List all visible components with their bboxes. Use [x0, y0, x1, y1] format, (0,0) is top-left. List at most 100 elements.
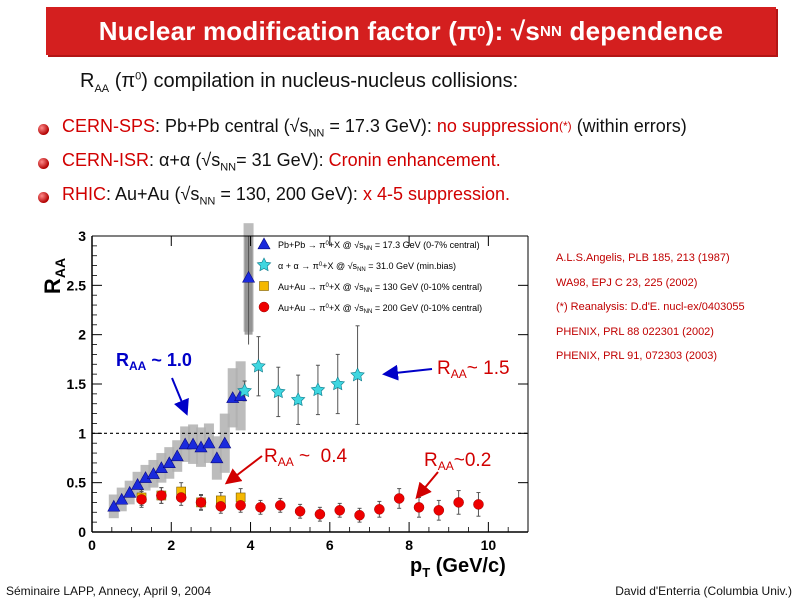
legend-label-0: Pb+Pb → π0+X @ √sNN = 17.3 GeV (0-7% cen…	[278, 240, 480, 252]
subtitle-d: 0	[135, 70, 142, 83]
isr-marker	[237, 383, 252, 398]
bullet-isr-text-e: Cronin enhancement.	[328, 150, 501, 170]
data-markers	[107, 270, 484, 521]
sps-marker	[107, 499, 121, 512]
bullet-rhic-text-e: x 4-5 suppression.	[362, 184, 511, 204]
sps-marker	[170, 449, 184, 462]
subtitle-c: (π	[109, 70, 136, 92]
au200-marker	[314, 508, 326, 520]
legend-marker-sps	[257, 237, 271, 250]
au200-marker	[275, 500, 286, 511]
legend-marker-au200	[258, 301, 270, 313]
au200-marker	[195, 497, 207, 508]
legend-label-3: Au+Au → π0+X @ √sNN = 200 GeV (0-10% cen…	[278, 303, 482, 315]
au200-marker	[374, 504, 385, 515]
isr-marker	[251, 358, 266, 373]
arrow-raa-0-4	[224, 455, 263, 485]
annotation-raa-0-4: RAA ~ 0.4	[264, 446, 348, 469]
legend-marker-au130	[259, 281, 269, 291]
sps-marker	[123, 485, 137, 498]
reference-item: PHENIX, PRL 88 022301 (2002)	[556, 325, 714, 338]
annotation-arrows	[171, 364, 439, 500]
subtitle-a: R	[80, 70, 95, 92]
y-tick-label: 2	[78, 327, 86, 343]
x-tick-label: 10	[481, 537, 497, 553]
y-axis-label: RAA	[40, 258, 68, 294]
title-part-d: NN	[540, 22, 563, 40]
x-tick-label: 0	[88, 537, 96, 553]
sps-marker	[210, 451, 224, 464]
bullet-rhic-text-c: NN	[199, 195, 216, 208]
au200-marker	[255, 502, 266, 513]
bullet-dot-icon	[38, 158, 49, 169]
bullet-sps-text-b: : Pb+Pb central (√s	[155, 116, 309, 136]
arrow-raa-1-0	[171, 377, 189, 416]
bullet-sps-text-d: = 17.3 GeV):	[324, 116, 437, 136]
legend-marker-isr	[256, 257, 272, 272]
subtitle-b: AA	[94, 83, 110, 95]
annotation-raa-1-0: RAA ~ 1.0	[116, 350, 192, 373]
bullet-sps-text-c: NN	[308, 127, 325, 140]
au200-marker	[156, 490, 167, 501]
bullet-dot-icon	[38, 192, 49, 203]
legend-label-1: α + α → π0+X @ √sNN = 31.0 GeV (min.bias…	[278, 261, 456, 273]
x-tick-label: 8	[405, 537, 413, 553]
subtitle: RAA (π0) compilation in nucleus-nucleus …	[80, 70, 518, 95]
au200-marker	[235, 500, 246, 511]
bullet-rhic-label: RHIC	[62, 184, 106, 204]
y-tick-label: 1.5	[67, 376, 87, 392]
au200-marker	[393, 493, 405, 504]
sps-marker	[178, 437, 192, 450]
bullet-sps: CERN-SPS: Pb+Pb central (√sNN = 17.3 GeV…	[38, 116, 687, 150]
isr-marker	[350, 367, 365, 382]
sps-marker	[218, 436, 232, 449]
y-tick-label: 2.5	[67, 277, 87, 293]
au200-marker	[334, 505, 345, 516]
bullet-isr-text-c: NN	[220, 161, 237, 174]
y-tick-label: 0	[78, 524, 86, 540]
au200-marker	[136, 494, 147, 505]
au200-marker	[175, 492, 187, 503]
bullet-sps-label: CERN-SPS	[62, 116, 156, 136]
bullet-isr-label: CERN-ISR	[62, 150, 150, 170]
isr-marker	[330, 376, 346, 391]
bullet-list: CERN-SPS: Pb+Pb central (√sNN = 17.3 GeV…	[38, 116, 687, 218]
sps-marker	[146, 467, 160, 479]
title-part-e: dependence	[562, 15, 724, 46]
sps-marker	[202, 436, 216, 449]
bullet-rhic-text-b: : Au+Au (√s	[106, 184, 200, 204]
au200-marker	[473, 499, 484, 510]
au200-marker	[294, 506, 306, 517]
y-tick-label: 0.5	[67, 475, 87, 491]
reference-item: A.L.S.Angelis, PLB 185, 213 (1987)	[556, 252, 730, 264]
au200-marker	[433, 505, 445, 516]
isr-marker	[290, 392, 306, 406]
footer-right: David d'Enterria (Columbia Univ.)	[615, 584, 792, 598]
reference-item: PHENIX, PRL 91, 072303 (2003)	[556, 350, 718, 362]
bullet-isr-text-b: : α+α (√s	[149, 150, 221, 170]
sps-marker	[162, 456, 176, 469]
legend-label-2: Au+Au → π0+X @ √sNN = 130 GeV (0-10% cen…	[278, 282, 482, 294]
footer-left: Séminaire LAPP, Annecy, April 9, 2004	[6, 584, 212, 598]
annotation-raa-1-5: RAA~ 1.5	[437, 358, 510, 381]
bullet-sps-text-f: (*)	[559, 119, 572, 133]
x-tick-label: 2	[167, 537, 175, 553]
y-tick-label: 3	[78, 228, 86, 244]
x-tick-label: 4	[247, 537, 255, 553]
isr-marker	[270, 384, 286, 399]
bullet-rhic: RHIC: Au+Au (√sNN = 130, 200 GeV): x 4-5…	[38, 184, 687, 218]
references: A.L.S.Angelis, PLB 185, 213 (1987) WA98,…	[556, 252, 745, 375]
au200-marker	[413, 502, 425, 513]
bullet-isr: CERN-ISR: α+α (√sNN= 31 GeV): Cronin enh…	[38, 150, 687, 184]
sps-marker	[242, 270, 256, 283]
annotation-raa-0-2: RAA~0.2	[424, 450, 491, 473]
bullet-dot-icon	[38, 124, 49, 135]
title-part-b: 0	[477, 22, 486, 40]
sps-marker	[115, 492, 129, 505]
title-part-c: ): √s	[485, 15, 540, 46]
subtitle-e: ) compilation in nucleus-nucleus collisi…	[141, 70, 519, 92]
arrow-raa-1-5	[382, 364, 433, 381]
x-tick-label: 6	[326, 537, 334, 553]
reference-item: WA98, EPJ C 23, 225 (2002)	[556, 276, 698, 289]
arrow-raa-0-2	[415, 471, 439, 500]
